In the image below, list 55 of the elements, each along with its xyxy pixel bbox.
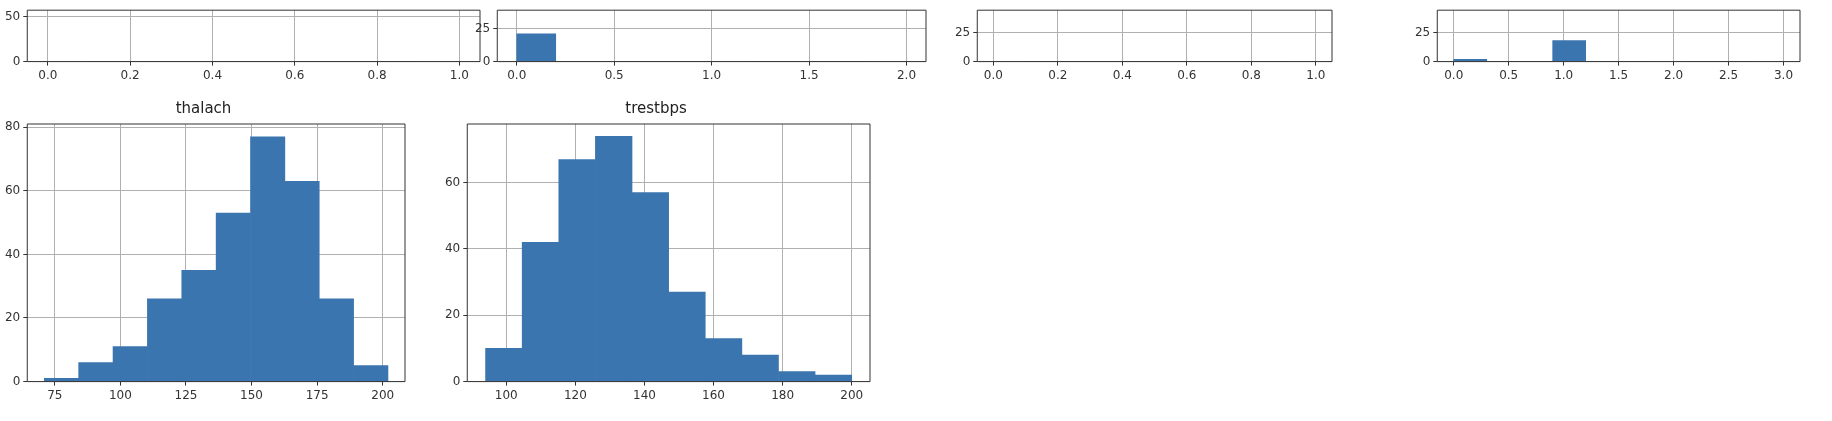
x-tick-label: 1.0	[702, 67, 722, 82]
x-tick-label: 0.5	[1499, 67, 1519, 82]
x-tick-label: 125	[174, 387, 198, 402]
y-tick-label: 40	[444, 241, 461, 256]
x-tick-label: 1.0	[1306, 67, 1326, 82]
x-tick-label: 200	[371, 387, 395, 402]
x-tick-label: 150	[240, 387, 263, 402]
x-tick-label: 2.5	[1719, 67, 1739, 82]
y-tick-label: 40	[4, 246, 21, 261]
x-tick-label: 100	[108, 387, 132, 402]
x-tick-label: 160	[702, 387, 725, 402]
x-tick-label: 0.2	[120, 67, 140, 82]
chart-title: trestbps	[625, 98, 687, 117]
x-tick-label: 180	[771, 387, 795, 402]
y-tick-label: 25	[1414, 24, 1431, 39]
y-tick-label: 0	[452, 373, 461, 388]
x-tick-label: 75	[47, 387, 63, 402]
x-tick-label: 0.6	[1177, 67, 1197, 82]
x-tick-label: 0.0	[38, 67, 58, 82]
y-tick-label: 60	[4, 182, 21, 197]
y-tick-label: 25	[954, 24, 971, 39]
x-tick-label: 0.5	[604, 67, 624, 82]
y-tick-label: 0	[482, 53, 491, 68]
x-tick-label: 140	[633, 387, 656, 402]
y-tick-label: 50	[4, 8, 21, 23]
x-tick-label: 100	[494, 387, 518, 402]
y-tick-label: 20	[4, 310, 21, 325]
x-tick-label: 0.0	[507, 67, 527, 82]
x-tick-label: 0.8	[367, 67, 387, 82]
x-tick-label: 2.0	[896, 67, 917, 82]
x-tick-label: 1.0	[1554, 67, 1574, 82]
x-tick-label: 0.6	[285, 67, 305, 82]
x-tick-label: 0.8	[1241, 67, 1261, 82]
x-tick-label: 2.0	[1664, 67, 1684, 82]
x-tick-label: 120	[563, 387, 587, 402]
x-tick-label: 0.4	[202, 67, 223, 82]
x-tick-label: 1.0	[449, 67, 469, 82]
y-tick-label: 20	[444, 307, 461, 322]
y-tick-label: 0	[1422, 53, 1431, 68]
y-tick-label: 0	[962, 53, 971, 68]
x-tick-label: 3.0	[1773, 67, 1794, 82]
y-tick-label: 80	[4, 119, 21, 134]
chart-title: thalach	[175, 98, 232, 117]
x-tick-label: 175	[305, 387, 329, 402]
x-tick-label: 0.2	[1048, 67, 1068, 82]
y-tick-label: 60	[444, 174, 461, 189]
x-tick-label: 0.0	[1444, 67, 1464, 82]
x-tick-label: 0.4	[1112, 67, 1132, 82]
x-tick-label: 0.0	[983, 67, 1003, 82]
y-tick-label: 0	[12, 53, 21, 68]
x-tick-label: 1.5	[799, 67, 819, 82]
y-tick-label: 0	[12, 373, 21, 388]
x-tick-label: 1.5	[1609, 67, 1629, 82]
y-tick-label: 25	[474, 20, 491, 35]
x-tick-label: 200	[840, 387, 864, 402]
